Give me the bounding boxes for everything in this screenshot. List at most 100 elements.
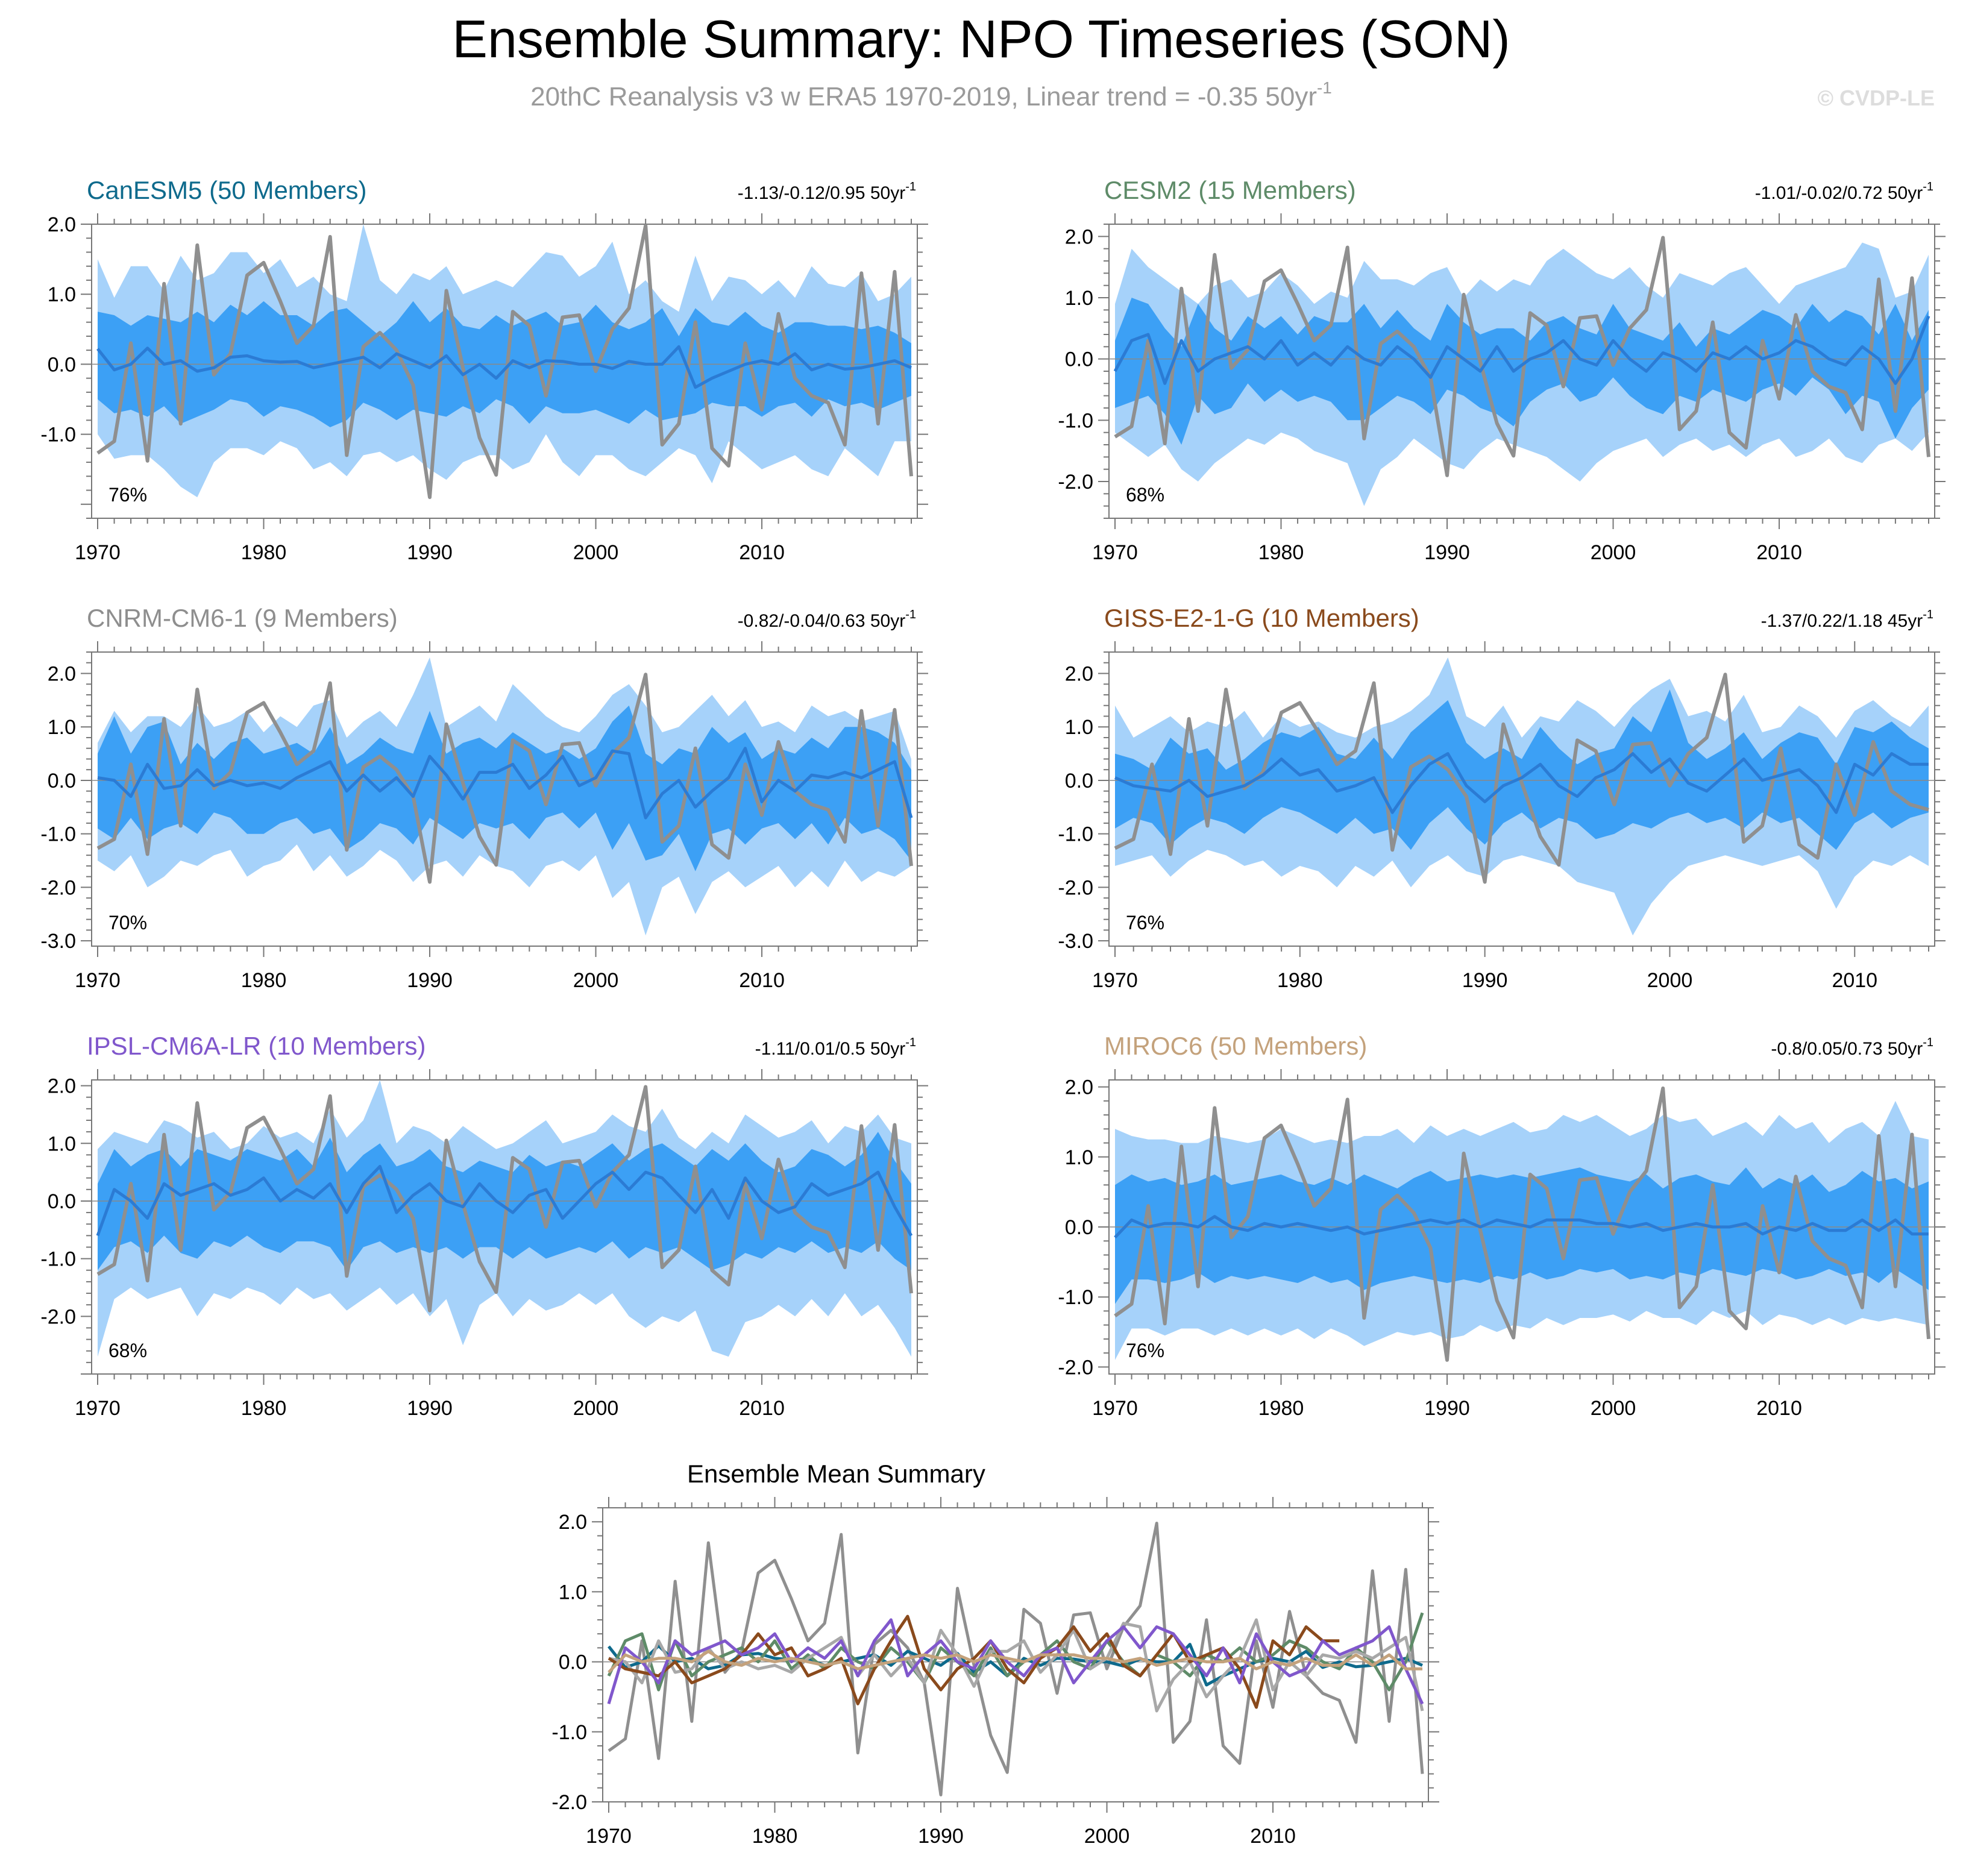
- y-tick-label: 0.0: [1065, 348, 1093, 371]
- y-tick-label: 1.0: [48, 1132, 76, 1155]
- plot-area: [92, 224, 917, 500]
- observed-line: [1114, 1086, 1930, 1362]
- trend-unit-exponent: -1: [1923, 608, 1933, 621]
- y-tick-label: 0.0: [48, 1190, 76, 1213]
- x-tick-label: 2010: [739, 969, 785, 992]
- x-tick-label: 1970: [75, 969, 121, 992]
- y-tick-label: 0.0: [48, 353, 76, 376]
- observed-line: [96, 673, 913, 884]
- y-tick-label: -1.0: [551, 1721, 587, 1744]
- y-tick-label: 1.0: [48, 716, 76, 739]
- x-tick-label: 1980: [241, 1397, 287, 1420]
- plot-area: [1109, 236, 1935, 506]
- x-tick-label: 1970: [1092, 541, 1138, 564]
- ensemble-mean-line: [97, 747, 913, 820]
- x-tick-label: 2010: [739, 541, 785, 564]
- trend-value: -1.13/-0.12/0.95 50yr: [738, 183, 906, 203]
- x-tick-label: 2000: [573, 969, 619, 992]
- series-line-miroc6: [608, 1649, 1422, 1674]
- trend-label: -1.37/0.22/1.18 45yr-1: [1761, 608, 1933, 631]
- y-tick-label: 1.0: [559, 1581, 587, 1604]
- y-tick-label: 0.0: [1065, 770, 1093, 792]
- trend-value: -1.37/0.22/1.18 45yr: [1761, 611, 1923, 631]
- panel-giss: GISS-E2-1-G (10 Members) -1.37/0.22/1.18 …: [1058, 604, 1946, 992]
- x-tick-label: 1980: [1258, 1397, 1304, 1420]
- x-tick-label: 2000: [1647, 969, 1693, 992]
- x-tick-label: 1970: [75, 1397, 121, 1420]
- x-tick-label: 1980: [241, 541, 287, 564]
- y-tick-label: -1.0: [1058, 409, 1093, 432]
- trend-value: -1.11/0.01/0.5 50yr: [755, 1039, 906, 1059]
- y-tick-label: -2.0: [551, 1791, 587, 1814]
- y-tick-label: -2.0: [40, 1305, 76, 1328]
- y-tick-label: -3.0: [40, 930, 76, 953]
- observed-line: [96, 1085, 913, 1313]
- trend-unit-exponent: -1: [905, 1036, 916, 1049]
- trend-label: -1.11/0.01/0.5 50yr-1: [755, 1036, 916, 1059]
- trend-label: -0.82/-0.04/0.63 50yr-1: [738, 608, 916, 631]
- percent-label: 76%: [1126, 912, 1164, 933]
- ensemble-mean-line: [1114, 1215, 1929, 1239]
- y-tick-label: 1.0: [1065, 287, 1093, 310]
- figure-title: Ensemble Summary: NPO Timeseries (SON): [452, 9, 1510, 69]
- trend-value: -0.82/-0.04/0.63 50yr: [738, 611, 906, 631]
- ensemble-mean-line: [1114, 752, 1929, 814]
- x-tick-label: 2000: [1591, 541, 1636, 564]
- x-tick-label: 2010: [1756, 541, 1802, 564]
- y-tick-label: -2.0: [40, 876, 76, 899]
- y-tick-label: 1.0: [48, 283, 76, 306]
- y-tick-label: -1.0: [40, 823, 76, 846]
- ensemble-mean-line: [96, 1165, 913, 1237]
- trend-value: -1.01/-0.02/0.72 50yr: [1755, 183, 1923, 203]
- trend-unit-exponent: -1: [1923, 1036, 1933, 1049]
- panel-ipsl: IPSL-CM6A-LR (10 Members) -1.11/0.01/0.5 …: [40, 1032, 928, 1420]
- x-tick-label: 1990: [918, 1825, 964, 1848]
- percent-label: 76%: [1126, 1340, 1164, 1361]
- panel-title: CanESM5 (50 Members): [87, 176, 366, 204]
- y-tick-label: -2.0: [1058, 876, 1093, 899]
- panel-title: IPSL-CM6A-LR (10 Members): [87, 1032, 426, 1060]
- figure-subtitle: 20thC Reanalysis v3 w ERA5 1970-2019, Li…: [530, 78, 1332, 111]
- trend-label: -1.13/-0.12/0.95 50yr-1: [738, 180, 916, 203]
- x-tick-label: 2000: [573, 541, 619, 564]
- panel-cesm2: CESM2 (15 Members) -1.01/-0.02/0.72 50yr-…: [1058, 176, 1946, 564]
- x-tick-label: 2010: [1250, 1825, 1296, 1848]
- trend-label: -0.8/0.05/0.73 50yr-1: [1771, 1036, 1933, 1059]
- x-tick-label: 1970: [75, 541, 121, 564]
- y-tick-label: 2.0: [559, 1511, 587, 1534]
- x-tick-label: 1970: [1092, 969, 1138, 992]
- y-tick-label: -1.0: [40, 1248, 76, 1271]
- y-tick-label: 2.0: [1065, 1076, 1093, 1099]
- trend-value: -0.8/0.05/0.73 50yr: [1771, 1039, 1923, 1059]
- y-tick-label: 1.0: [1065, 716, 1093, 739]
- series-line-observed: [608, 1522, 1424, 1796]
- y-tick-label: -1.0: [1058, 823, 1093, 846]
- x-tick-label: 1990: [407, 969, 453, 992]
- plot-area: [92, 657, 917, 936]
- y-tick-label: 0.0: [48, 770, 76, 792]
- panel-title: MIROC6 (50 Members): [1104, 1032, 1367, 1060]
- panel-cnrm: CNRM-CM6-1 (9 Members) -0.82/-0.04/0.63 5…: [40, 604, 928, 992]
- plot-area: [92, 1080, 917, 1357]
- trend-unit-exponent: -1: [905, 608, 916, 621]
- x-tick-label: 1980: [1277, 969, 1323, 992]
- y-tick-label: 0.0: [1065, 1216, 1093, 1239]
- x-tick-label: 1990: [1462, 969, 1508, 992]
- plot-area: [1109, 657, 1935, 936]
- panel-title: GISS-E2-1-G (10 Members): [1104, 604, 1419, 632]
- y-tick-label: -1.0: [40, 424, 76, 447]
- x-tick-label: 2010: [739, 1397, 785, 1420]
- panels-group: CanESM5 (50 Members) -1.13/-0.12/0.95 50y…: [40, 176, 1946, 1848]
- percent-label: 76%: [108, 484, 147, 506]
- x-tick-label: 2000: [573, 1397, 619, 1420]
- plot-area: [603, 1522, 1428, 1796]
- y-tick-label: -2.0: [1058, 1356, 1093, 1379]
- panel-title: CNRM-CM6-1 (9 Members): [87, 604, 398, 632]
- ensemble-mean-line: [96, 345, 912, 389]
- y-tick-label: 2.0: [48, 213, 76, 236]
- trend-unit-exponent: -1: [905, 180, 916, 193]
- y-tick-label: -1.0: [1058, 1286, 1093, 1309]
- y-tick-label: -2.0: [1058, 471, 1093, 494]
- panel-ensemble-mean: Ensemble Mean Summary 2.0 1.0 0.0 -1.0 -2.0 19…: [551, 1460, 1439, 1848]
